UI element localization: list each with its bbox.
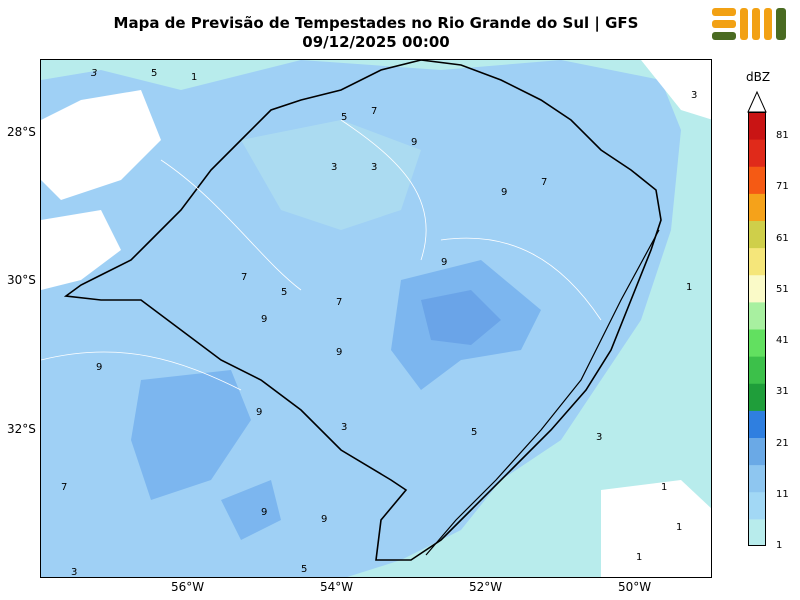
contour-label: 9: [96, 362, 102, 373]
contour-label: 9: [261, 314, 267, 325]
contour-label: 1: [686, 282, 692, 293]
colorbar-segment: [748, 139, 766, 167]
contour-label: 7: [241, 272, 247, 283]
title-line2: 09/12/2025 00:00: [302, 33, 450, 51]
colorbar-tick-label: 51: [776, 283, 789, 295]
contour-label: 5: [151, 68, 157, 79]
colorbar-tick-label: 71: [776, 181, 789, 193]
contour-label: 9: [501, 187, 507, 198]
colorbar: [748, 112, 766, 546]
colorbar-segment: [748, 274, 766, 303]
colorbar-tick-label: 61: [776, 232, 789, 244]
contour-label: 1: [636, 552, 642, 563]
white-area-nw: [41, 90, 161, 200]
colorbar-tick-label: 1: [776, 540, 783, 551]
contour-label: 7: [61, 482, 67, 493]
colorbar-segment: [748, 112, 766, 140]
contour-label: 7: [541, 177, 547, 188]
colorbar-tick-label: 31: [776, 386, 789, 398]
colorbar-segment: [748, 329, 766, 357]
colorbar-segment: [748, 383, 766, 411]
white-area-se: [601, 480, 711, 577]
lat-tick-label: 30°S: [7, 273, 36, 287]
colorbar-segment: [748, 464, 766, 493]
reflectivity-zone-s: [221, 480, 281, 540]
contour-label: 3: [371, 162, 377, 173]
lon-tick-label: 56°W: [171, 580, 205, 594]
colorbar-segment: [748, 247, 766, 276]
contour-label: 5: [341, 112, 347, 123]
lat-tick-label: 28°S: [7, 125, 36, 139]
contour-label: 9: [336, 347, 342, 358]
reflectivity-field: 3 5 1 5 7 9 3 3 9 7 9 7 5 9 7 9 9 9 3 5 …: [41, 60, 711, 578]
contour-label: 9: [321, 514, 327, 525]
contour-label: 9: [411, 137, 417, 148]
contour-label: 7: [336, 297, 342, 308]
contour-label: 9: [261, 507, 267, 518]
colorbar-segment: [748, 437, 766, 466]
contour-label: 9: [256, 407, 262, 418]
forecast-map: 3 5 1 5 7 9 3 3 9 7 9 7 5 9 7 9 9 9 3 5 …: [40, 59, 712, 578]
contour-label: 5: [471, 427, 477, 438]
white-area-w: [41, 210, 121, 290]
contour-label: 3: [71, 567, 77, 578]
title-line1: Mapa de Previsão de Tempestades no Rio G…: [113, 14, 639, 32]
contour-label: 5: [281, 287, 287, 298]
contour-label: 1: [676, 522, 682, 533]
colorbar-segment: [748, 410, 766, 438]
colorbar-segment: [748, 166, 766, 194]
colorbar-tick-label: 81: [776, 130, 789, 141]
lon-tick-label: 50°W: [618, 580, 652, 594]
colorbar-segment: [748, 491, 766, 520]
lat-tick-label: 32°S: [7, 422, 36, 436]
colorbar-tick-label: 41: [776, 335, 789, 346]
colorbar-segment: [748, 220, 766, 249]
colorbar-segment: [748, 356, 766, 384]
lon-tick-label: 52°W: [469, 580, 503, 594]
contour-label: 7: [371, 106, 377, 117]
contour-label: 9: [441, 257, 447, 268]
contour-label: 5: [301, 564, 307, 575]
contour-label: 3: [691, 90, 697, 101]
contour-label: 1: [661, 482, 667, 493]
colorbar-tick-label: 11: [776, 488, 789, 500]
contour-label: 3: [596, 432, 602, 443]
colorbar-extend-arrow: [747, 90, 767, 113]
brand-logo: [712, 8, 786, 40]
contour-label: 1: [191, 72, 197, 83]
lon-tick-label: 54°W: [320, 580, 354, 594]
reflectivity-zone-sw: [131, 370, 251, 500]
colorbar-segment: [748, 301, 766, 330]
light-patch-n: [241, 120, 421, 230]
contour-label: 3: [331, 162, 337, 173]
colorbar-unit: dBZ: [746, 70, 771, 84]
colorbar-segment: [748, 518, 766, 546]
colorbar-segment: [748, 193, 766, 221]
reflectivity-zone-peak: [421, 290, 501, 345]
map-title: Mapa de Previsão de Tempestades no Rio G…: [40, 14, 712, 52]
colorbar-tick-label: 21: [776, 437, 789, 449]
contour-label: 3: [341, 422, 347, 433]
contour-label: 3: [91, 68, 97, 79]
white-area-e: [641, 60, 711, 120]
coastline: [425, 229, 660, 556]
